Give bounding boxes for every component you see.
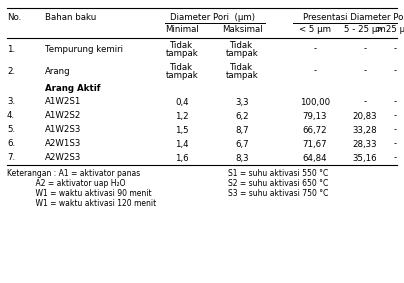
Text: A2W1S3: A2W1S3: [45, 140, 81, 149]
Text: S2 = suhu aktivasi 650 °C: S2 = suhu aktivasi 650 °C: [228, 179, 328, 188]
Text: 71,67: 71,67: [303, 140, 327, 149]
Text: Minimal: Minimal: [165, 25, 199, 35]
Text: -: -: [393, 140, 397, 149]
Text: 3.: 3.: [7, 98, 15, 106]
Text: No.: No.: [7, 12, 21, 22]
Text: 6.: 6.: [7, 140, 15, 149]
Text: 1.: 1.: [7, 44, 15, 53]
Text: 4.: 4.: [7, 112, 15, 121]
Text: 7.: 7.: [7, 153, 15, 162]
Text: 3,3: 3,3: [235, 98, 249, 106]
Text: tampak: tampak: [166, 48, 198, 57]
Text: < 5 μm: < 5 μm: [299, 25, 331, 35]
Text: Tempurung kemiri: Tempurung kemiri: [45, 44, 123, 53]
Text: > 25 μm: > 25 μm: [376, 25, 404, 35]
Text: -: -: [364, 98, 366, 106]
Text: Arang: Arang: [45, 67, 71, 76]
Text: -: -: [393, 112, 397, 121]
Text: 5.: 5.: [7, 125, 15, 134]
Text: A2 = aktivator uap H₂O: A2 = aktivator uap H₂O: [7, 179, 126, 188]
Text: W1 = waktu aktivasi 120 menit: W1 = waktu aktivasi 120 menit: [7, 200, 156, 209]
Text: -: -: [393, 153, 397, 162]
Text: -: -: [364, 67, 366, 76]
Text: Bahan baku: Bahan baku: [45, 12, 96, 22]
Text: A2W2S3: A2W2S3: [45, 153, 81, 162]
Text: Tidak: Tidak: [230, 63, 254, 72]
Text: S1 = suhu aktivasi 550 °C: S1 = suhu aktivasi 550 °C: [228, 170, 328, 179]
Text: A1W2S1: A1W2S1: [45, 98, 81, 106]
Text: 100,00: 100,00: [300, 98, 330, 106]
Text: -: -: [393, 125, 397, 134]
Text: 0,4: 0,4: [175, 98, 189, 106]
Text: 33,28: 33,28: [353, 125, 377, 134]
Text: 20,83: 20,83: [353, 112, 377, 121]
Text: Tidak: Tidak: [170, 63, 194, 72]
Text: W1 = waktu aktivasi 90 menit: W1 = waktu aktivasi 90 menit: [7, 190, 152, 198]
Text: 79,13: 79,13: [303, 112, 327, 121]
Text: A1W2S2: A1W2S2: [45, 112, 81, 121]
Text: Tidak: Tidak: [170, 40, 194, 50]
Text: 66,72: 66,72: [303, 125, 327, 134]
Text: 8,3: 8,3: [235, 153, 249, 162]
Text: 5 - 25 μm: 5 - 25 μm: [344, 25, 386, 35]
Text: tampak: tampak: [166, 70, 198, 80]
Text: 64,84: 64,84: [303, 153, 327, 162]
Text: 1,5: 1,5: [175, 125, 189, 134]
Text: Keterangan : A1 = aktivator panas: Keterangan : A1 = aktivator panas: [7, 170, 140, 179]
Text: 1,2: 1,2: [175, 112, 189, 121]
Text: Diameter Pori  (μm): Diameter Pori (μm): [170, 12, 255, 22]
Text: -: -: [314, 67, 317, 76]
Text: 6,2: 6,2: [235, 112, 249, 121]
Text: -: -: [393, 98, 397, 106]
Text: 35,16: 35,16: [353, 153, 377, 162]
Text: 1,4: 1,4: [175, 140, 189, 149]
Text: 2.: 2.: [7, 67, 15, 76]
Text: Arang Aktif: Arang Aktif: [45, 84, 101, 93]
Text: Presentasi Diameter Por: Presentasi Diameter Por: [303, 12, 404, 22]
Text: Tidak: Tidak: [230, 40, 254, 50]
Text: tampak: tampak: [225, 48, 259, 57]
Text: Maksimal: Maksimal: [222, 25, 262, 35]
Text: -: -: [364, 44, 366, 53]
Text: 8,7: 8,7: [235, 125, 249, 134]
Text: -: -: [393, 44, 397, 53]
Text: -: -: [314, 44, 317, 53]
Text: tampak: tampak: [225, 70, 259, 80]
Text: 28,33: 28,33: [353, 140, 377, 149]
Text: A1W2S3: A1W2S3: [45, 125, 81, 134]
Text: 1,6: 1,6: [175, 153, 189, 162]
Text: -: -: [393, 67, 397, 76]
Text: 6,7: 6,7: [235, 140, 249, 149]
Text: S3 = suhu aktivasi 750 °C: S3 = suhu aktivasi 750 °C: [228, 190, 328, 198]
